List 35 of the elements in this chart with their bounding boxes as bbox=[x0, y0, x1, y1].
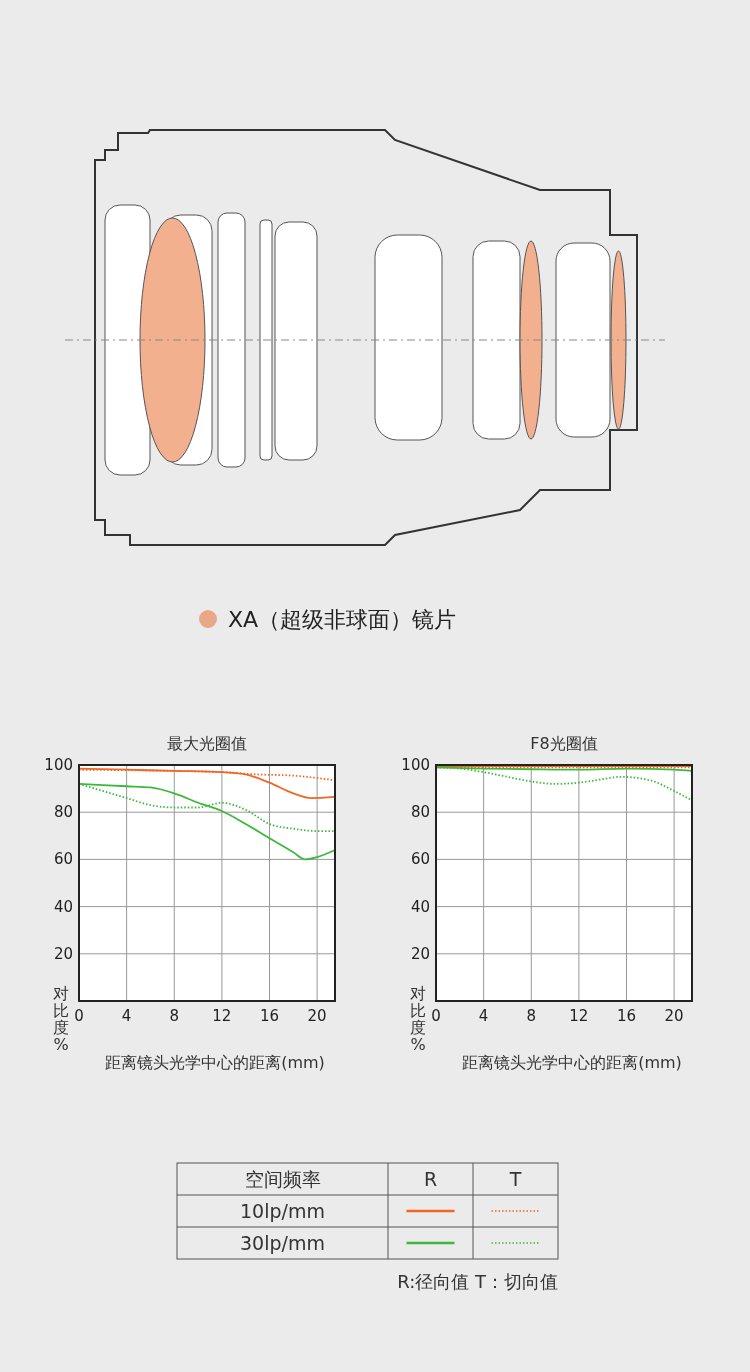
y-tick-label: 80 bbox=[53, 803, 73, 822]
y-tick-label: 100 bbox=[44, 756, 73, 774]
x-axis-title: 距离镜头光学中心的距离(mm) bbox=[462, 1053, 682, 1072]
y-tick-label: 40 bbox=[410, 897, 430, 916]
y-tick-label: 60 bbox=[53, 850, 73, 869]
x-tick-label: 8 bbox=[526, 1007, 537, 1025]
chart-title: 最大光圈值 bbox=[167, 734, 247, 753]
text: R bbox=[423, 1168, 438, 1190]
y-tick-label: 20 bbox=[53, 944, 73, 963]
text: T bbox=[508, 1168, 522, 1190]
x-tick-label: 4 bbox=[478, 1007, 489, 1025]
x-tick-label: 20 bbox=[664, 1007, 684, 1025]
y-tick-label: 40 bbox=[53, 897, 73, 916]
x-tick-label: 0 bbox=[431, 1007, 441, 1025]
text: XA（超级非球面）镜片 bbox=[228, 607, 457, 632]
x-tick-label: 0 bbox=[74, 1007, 84, 1025]
chart-title: F8光圈值 bbox=[530, 734, 598, 753]
y-axis-title: 对比度% bbox=[53, 984, 69, 1054]
legend-title: 空间频率 bbox=[244, 1168, 321, 1190]
text: 10lp/mm bbox=[240, 1200, 325, 1222]
text: 30lp/mm bbox=[240, 1232, 325, 1254]
x-axis-title: 距离镜头光学中心的距离(mm) bbox=[105, 1053, 325, 1072]
x-tick-label: 12 bbox=[212, 1007, 232, 1025]
x-tick-label: 12 bbox=[569, 1007, 589, 1025]
y-tick-label: 20 bbox=[410, 944, 430, 963]
x-tick-label: 16 bbox=[259, 1007, 280, 1025]
x-tick-label: 16 bbox=[616, 1007, 637, 1025]
x-tick-label: 8 bbox=[169, 1007, 180, 1025]
x-tick-label: 20 bbox=[307, 1007, 327, 1025]
text: R:径向值 T：切向值 bbox=[397, 1271, 558, 1292]
x-tick-label: 4 bbox=[121, 1007, 132, 1025]
y-tick-label: 80 bbox=[410, 803, 430, 822]
y-tick-label: 60 bbox=[410, 850, 430, 869]
y-tick-label: 100 bbox=[401, 756, 430, 774]
y-axis-title: 对比度% bbox=[410, 984, 426, 1054]
